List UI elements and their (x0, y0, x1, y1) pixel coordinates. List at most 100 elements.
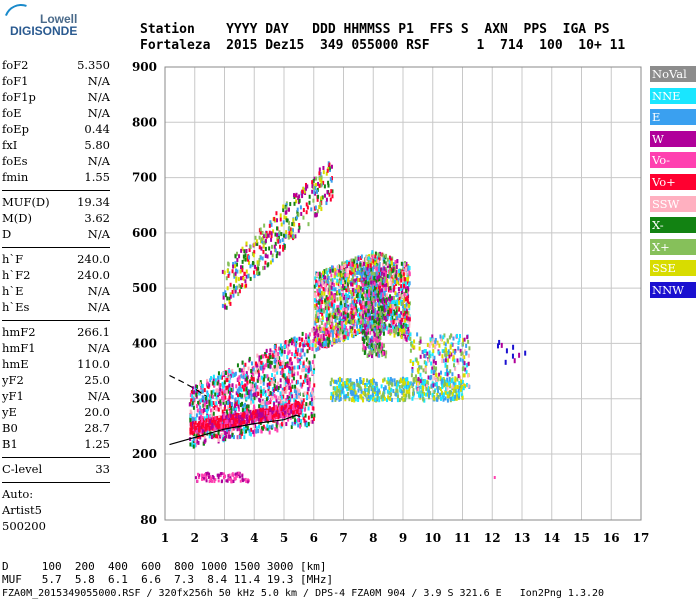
echo-point (371, 315, 374, 320)
param-row: h`F 240.0 (2, 252, 110, 268)
echo-point (295, 402, 298, 407)
echo-point (344, 303, 347, 308)
echo-point (194, 417, 197, 422)
echo-point (313, 367, 316, 372)
echo-point (237, 390, 240, 395)
echo-point (340, 378, 343, 383)
echo-point (373, 332, 376, 337)
echo-point (290, 234, 293, 239)
echo-point (310, 397, 313, 402)
echo-point (221, 388, 224, 393)
echo-point (271, 410, 274, 415)
echo-point (342, 315, 345, 320)
echo-point (332, 394, 335, 399)
echo-point (300, 404, 303, 409)
echo-point (426, 388, 429, 393)
echo-point (381, 342, 384, 347)
echo-point (413, 345, 416, 350)
echo-point (291, 379, 294, 384)
echo-point (205, 423, 208, 428)
echo-point (439, 392, 442, 397)
echo-point (262, 400, 265, 405)
param-row: MUF(D) 19.34 (2, 195, 110, 211)
echo-point (381, 393, 384, 398)
echo-point (354, 303, 357, 308)
echo-point (206, 404, 209, 409)
echo-point (365, 255, 368, 260)
echo-point (296, 365, 299, 370)
echo-point (451, 384, 454, 389)
echo-point (321, 331, 324, 336)
param-value: 1.25 (84, 437, 110, 451)
echo-point (396, 389, 399, 394)
echo-point (383, 324, 386, 329)
echo-point (448, 335, 451, 340)
echo-point (209, 419, 212, 424)
echo-point (352, 319, 355, 324)
echo-point (389, 294, 392, 299)
echo-point (300, 419, 303, 424)
param-row: h`E N/A (2, 284, 110, 300)
echo-point (367, 300, 370, 305)
echo-point (286, 361, 289, 366)
echo-point (427, 393, 430, 398)
echo-point (375, 384, 378, 389)
echo-point (254, 424, 257, 429)
echo-point (219, 401, 222, 406)
echo-point (306, 374, 309, 379)
echo-point (299, 360, 302, 365)
echo-point (402, 397, 405, 402)
echo-point (407, 282, 410, 287)
echo-point (372, 344, 375, 349)
echo-point (375, 259, 378, 264)
x-tick-label: 4 (250, 531, 258, 545)
echo-point (245, 383, 248, 388)
echo-point (372, 378, 375, 383)
echo-point (366, 387, 369, 392)
echo-point (222, 398, 225, 403)
echo-point (325, 279, 328, 284)
echo-point (434, 345, 437, 350)
param-value: N/A (87, 154, 110, 168)
echo-point (371, 288, 374, 293)
echo-point (255, 429, 258, 434)
echo-point (371, 324, 374, 329)
echo-point (256, 378, 259, 383)
echo-point (247, 260, 250, 265)
echo-point (366, 327, 369, 332)
echo-point (365, 382, 368, 387)
echo-point (270, 351, 273, 356)
echo-point (330, 328, 333, 333)
echo-point (451, 372, 454, 377)
echo-point (272, 229, 275, 234)
echo-point (315, 341, 318, 346)
echo-point (356, 264, 359, 269)
echo-point (255, 266, 258, 271)
echo-point (359, 327, 362, 332)
echo-point (417, 382, 420, 387)
echo-point (299, 352, 302, 357)
echo-point (400, 326, 403, 331)
echo-point (315, 282, 318, 287)
echo-point (441, 378, 444, 383)
echo-point (241, 360, 244, 365)
echo-point (330, 302, 333, 307)
echo-point (338, 317, 341, 322)
echo-point (221, 375, 224, 380)
echo-point (392, 310, 395, 315)
echo-point (220, 405, 223, 410)
echo-point (243, 271, 246, 276)
echo-point (315, 294, 318, 299)
echo-point (314, 182, 317, 187)
echo-point (396, 259, 399, 264)
param-value: 266.1 (77, 325, 110, 339)
echo-point (444, 363, 447, 368)
echo-point (320, 321, 323, 326)
echo-point (383, 377, 386, 382)
echo-point (221, 434, 224, 439)
echo-point (351, 282, 354, 287)
echo-point (318, 271, 321, 276)
echo-point (362, 322, 365, 327)
echo-point (246, 418, 249, 423)
echo-point (240, 368, 243, 373)
